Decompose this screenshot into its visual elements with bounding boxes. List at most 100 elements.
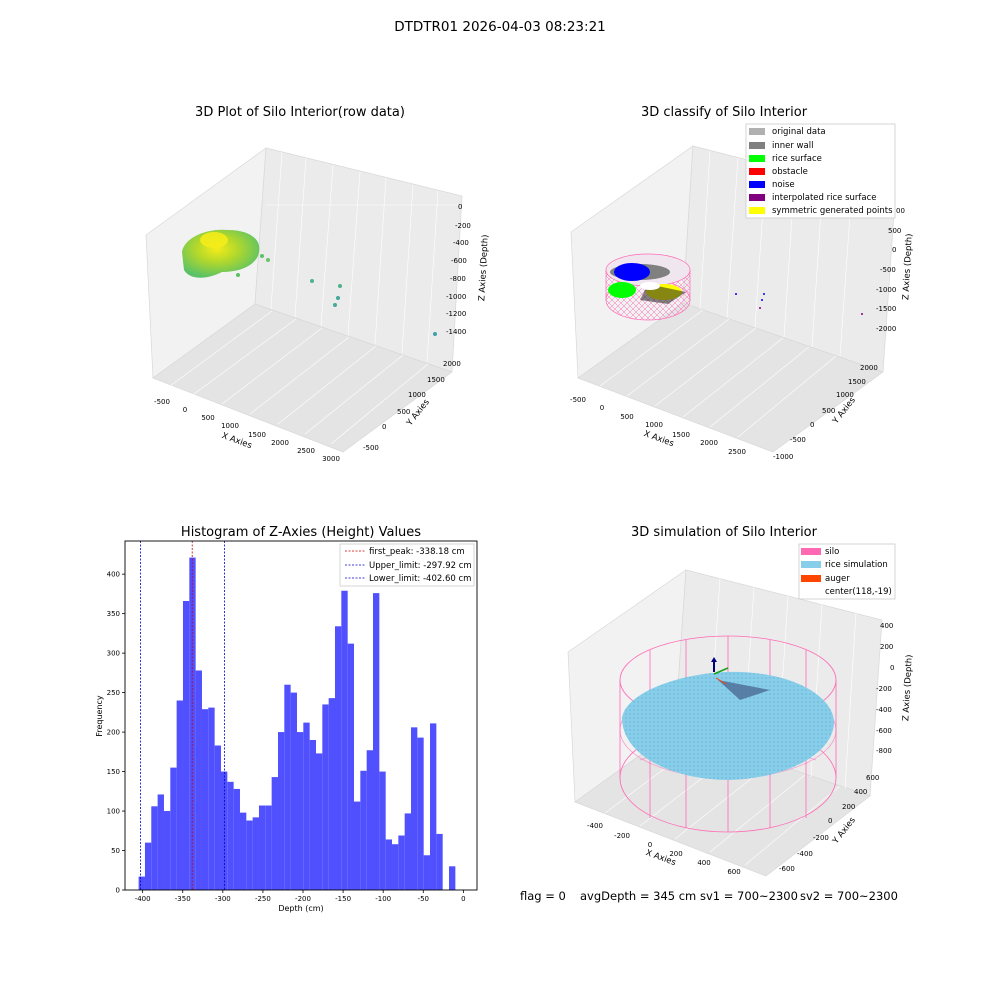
histogram-y-label: Frequency xyxy=(95,695,104,737)
histogram-y-tick-label: 100 xyxy=(107,808,120,816)
classify-x-ticks: -500 0 500 1000 1500 2000 2500 xyxy=(570,396,746,456)
sim-x-tick: 400 xyxy=(697,859,710,867)
histogram-bar xyxy=(220,771,228,890)
classify-x-tick: 500 xyxy=(620,413,633,421)
classify-points xyxy=(605,253,863,321)
histogram-bar xyxy=(239,812,247,890)
classify-y-tick: -500 xyxy=(790,436,806,444)
histogram-bar xyxy=(170,767,177,890)
histogram-y-tick-label: 200 xyxy=(107,729,120,737)
raw-y-ticks: -500 0 500 1000 1500 2000 xyxy=(363,360,461,452)
raw-x-tick: 0 xyxy=(183,406,187,414)
panel-classify-3d: 3D classify of Silo Interior xyxy=(570,105,915,461)
histogram-bar xyxy=(271,777,278,890)
legend-swatch-rice-sim xyxy=(801,561,821,568)
histogram-ref-lines xyxy=(140,541,225,890)
histogram-bar xyxy=(398,835,405,890)
sim-y-tick: -400 xyxy=(797,850,813,858)
raw-y-tick: 2000 xyxy=(443,360,461,368)
sim-auger xyxy=(711,657,729,685)
histogram-bar xyxy=(309,739,316,890)
histogram-bar xyxy=(138,876,145,890)
classify-y-tick: 1500 xyxy=(848,378,866,386)
histogram-y-tick-label: 0 xyxy=(116,887,120,895)
legend-first-peak: first_peak: -338.18 cm xyxy=(369,547,465,557)
histogram-bar xyxy=(347,643,355,890)
classify-y-ticks: -1000 -500 0 500 1000 1500 2000 xyxy=(773,364,878,461)
sim-z-tick: 200 xyxy=(880,643,893,651)
histogram-bar xyxy=(392,844,399,890)
raw-grid xyxy=(169,151,461,445)
histogram-bar xyxy=(303,722,310,890)
histogram-bar xyxy=(284,684,291,890)
sim-legend: silo rice simulation auger center(118,-1… xyxy=(798,543,896,600)
simulation-title: 3D simulation of Silo Interior xyxy=(631,525,818,540)
status-footer: flag = 0 avgDepth = 345 cm sv1 = 700~230… xyxy=(520,889,898,903)
histogram-y-tick-label: 300 xyxy=(107,650,120,658)
histogram-y-tick-label: 350 xyxy=(107,610,120,618)
legend-label-inner-wall: inner wall xyxy=(772,141,813,151)
histogram-bars xyxy=(138,557,456,890)
histogram-y-tick-label: 50 xyxy=(111,847,120,855)
legend-label-original: original data xyxy=(772,127,826,137)
classify-x-tick: 1000 xyxy=(645,421,663,429)
classify-z-label: Z Axies (Depth) xyxy=(901,233,914,300)
histogram-bar xyxy=(208,707,215,890)
status-sv1: sv1 = 700~2300 xyxy=(700,889,798,903)
histogram-x-tick-label: 0 xyxy=(461,895,465,903)
histogram-bar xyxy=(201,709,209,890)
histogram-x-tick-label: -300 xyxy=(215,895,231,903)
sim-y-tick: 0 xyxy=(828,817,832,825)
histogram-bar xyxy=(354,801,361,890)
histogram-x-tick-label: -400 xyxy=(135,895,151,903)
classify-z-tick: -1500 xyxy=(876,305,896,313)
histogram-bar xyxy=(411,727,418,890)
histogram-bar xyxy=(404,813,412,890)
histogram-bar xyxy=(373,593,380,890)
histogram-bar xyxy=(290,692,297,890)
raw-z-label: Z Axies (Depth) xyxy=(477,234,490,301)
raw-z-tick: -400 xyxy=(453,239,469,247)
histogram-y-tick-label: 250 xyxy=(107,689,120,697)
legend-label-rice-sim: rice simulation xyxy=(825,560,888,570)
classify-x-tick: 0 xyxy=(600,404,604,412)
histogram-bar xyxy=(315,753,323,890)
histogram-bar xyxy=(341,590,348,890)
classify-z-ticks: 500 0 -500 -1000 -1500 -2000 xyxy=(876,227,901,333)
histogram-x-tick-label: -350 xyxy=(175,895,191,903)
raw-x-tick: 500 xyxy=(201,414,214,422)
classify-y-tick: 1000 xyxy=(836,391,854,399)
histogram-x-tick-label: -250 xyxy=(255,895,271,903)
histogram-bar xyxy=(296,732,304,890)
classify-legend: original data inner wall rice surface ob… xyxy=(745,123,896,219)
classify-z-tick: -2000 xyxy=(876,325,896,333)
raw-z-tick: -1400 xyxy=(446,328,466,336)
classify-z-tick: -500 xyxy=(880,266,896,274)
sim-y-tick: -200 xyxy=(813,834,829,842)
sim-z-tick: -200 xyxy=(876,685,892,693)
histogram-bar xyxy=(322,704,329,890)
sim-y-tick: 200 xyxy=(842,803,855,811)
sim-z-ticks: 400 200 0 -200 -400 -600 -800 xyxy=(876,622,894,755)
raw-pane-floor xyxy=(152,303,453,453)
legend-swatch-auger xyxy=(801,575,821,582)
raw-y-tick: 1500 xyxy=(427,376,445,384)
legend-swatch-original xyxy=(749,128,765,135)
histogram-bar xyxy=(182,601,190,890)
histogram-x-tick-label: -150 xyxy=(335,895,351,903)
histogram-bar xyxy=(417,737,424,890)
sim-y-tick: 600 xyxy=(866,774,879,782)
classify-y-tick: -1000 xyxy=(773,453,793,461)
legend-label-auger: auger xyxy=(825,574,850,584)
raw-z-ticks: 0 -200 -400 -600 -800 -1000 -1200 -1400 xyxy=(446,203,471,336)
histogram-bar xyxy=(176,700,183,890)
sim-rice xyxy=(622,671,834,780)
raw-x-tick: 1500 xyxy=(248,431,266,439)
histogram-bar xyxy=(328,698,335,890)
raw-z-tick: -600 xyxy=(451,257,467,265)
histogram-y-tick-label: 150 xyxy=(107,768,120,776)
panel-raw-3d: 3D Plot of Silo Interior(row data) -500 … xyxy=(145,105,491,463)
status-sv2: sv2 = 700~2300 xyxy=(800,889,898,903)
legend-label-silo: silo xyxy=(825,547,839,557)
